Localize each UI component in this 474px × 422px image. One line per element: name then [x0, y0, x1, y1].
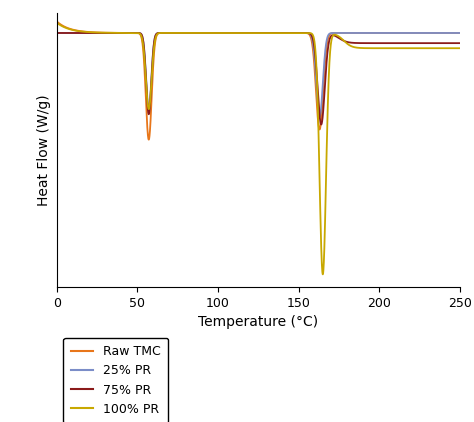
Raw TMC [78, 29, 84, 34]
Raw TMC [251, 30, 257, 35]
100% PR [78, 29, 84, 34]
Raw TMC [56, 21, 62, 26]
X-axis label: Temperature (°C): Temperature (°C) [198, 315, 319, 329]
100% PR [436, 46, 441, 51]
Raw TMC [146, 137, 152, 142]
25% PR [133, 30, 139, 35]
Raw TMC [436, 30, 441, 35]
75% PR [71, 30, 76, 35]
75% PR [436, 41, 441, 46]
25% PR [251, 30, 257, 35]
75% PR [78, 30, 84, 35]
25% PR [457, 30, 463, 35]
Raw TMC [457, 30, 463, 35]
100% PR [457, 46, 463, 51]
100% PR [251, 30, 257, 35]
100% PR [133, 30, 139, 35]
100% PR [71, 28, 76, 33]
75% PR [457, 41, 463, 46]
Line: 75% PR: 75% PR [57, 33, 460, 124]
75% PR [251, 30, 257, 35]
Line: 25% PR: 25% PR [57, 33, 460, 117]
Y-axis label: Heat Flow (W/g): Heat Flow (W/g) [37, 94, 51, 206]
25% PR [71, 30, 76, 35]
100% PR [320, 272, 326, 277]
25% PR [436, 30, 441, 35]
25% PR [317, 114, 322, 119]
Line: 100% PR: 100% PR [57, 23, 460, 274]
Legend: Raw TMC, 25% PR, 75% PR, 100% PR: Raw TMC, 25% PR, 75% PR, 100% PR [63, 338, 168, 422]
75% PR [56, 30, 62, 35]
Raw TMC [54, 19, 60, 24]
25% PR [54, 30, 60, 35]
25% PR [78, 30, 84, 35]
75% PR [133, 30, 139, 35]
Raw TMC [133, 30, 139, 35]
25% PR [441, 30, 447, 35]
100% PR [56, 22, 62, 27]
75% PR [319, 122, 324, 127]
Raw TMC [71, 27, 76, 32]
25% PR [56, 30, 62, 35]
Line: Raw TMC: Raw TMC [57, 22, 460, 140]
100% PR [54, 20, 60, 25]
75% PR [54, 30, 60, 35]
